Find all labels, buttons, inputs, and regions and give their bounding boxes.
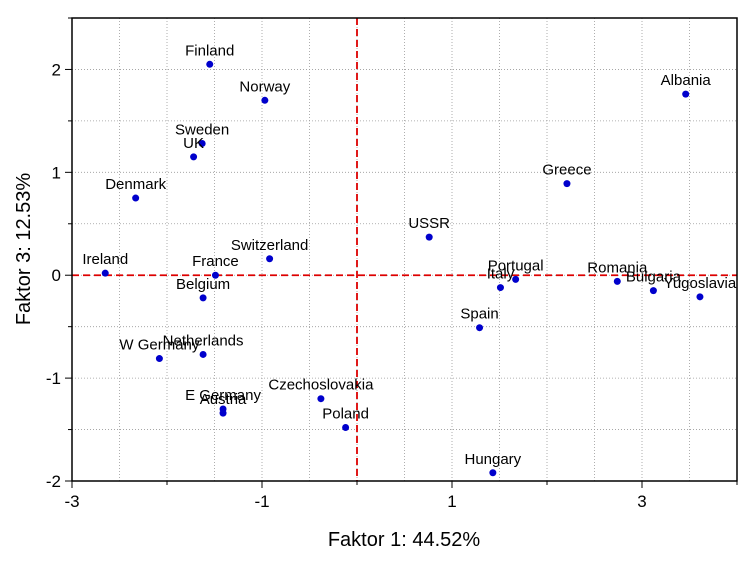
data-point xyxy=(696,293,704,301)
data-point xyxy=(496,284,504,292)
point-label: Austria xyxy=(200,391,247,408)
point-label: Switzerland xyxy=(231,237,309,254)
data-point xyxy=(649,287,657,295)
y-tick-label: -1 xyxy=(46,369,61,388)
reference-lines xyxy=(72,18,737,481)
data-point xyxy=(261,96,269,104)
point-label: E Germany xyxy=(185,387,261,404)
data-point xyxy=(101,269,109,277)
point-label: Greece xyxy=(542,162,591,179)
point-label: Hungary xyxy=(464,451,521,468)
y-tick-label: 0 xyxy=(52,266,61,285)
data-point xyxy=(199,350,207,358)
point-label: Denmark xyxy=(105,176,166,193)
data-point xyxy=(425,233,433,241)
point-label: Albania xyxy=(661,72,712,89)
data-point xyxy=(206,60,214,68)
point-label: Yugoslavia xyxy=(664,275,737,292)
data-point xyxy=(198,140,206,148)
data-point xyxy=(266,255,274,263)
point-label: Spain xyxy=(460,306,498,323)
tick-labels: -3 -1 1 3 -2 -1 0 1 2 xyxy=(46,60,647,511)
plot-frame xyxy=(71,17,738,482)
data-points xyxy=(101,60,704,477)
data-point xyxy=(190,153,198,161)
y-tick-label: 1 xyxy=(52,163,61,182)
x-tick-label: 1 xyxy=(447,492,456,511)
y-tick-label: -2 xyxy=(46,472,61,491)
data-point xyxy=(155,355,163,363)
point-label: UK xyxy=(183,135,204,152)
point-label: W Germany xyxy=(119,337,200,354)
point-label: USSR xyxy=(408,215,450,232)
point-label: France xyxy=(192,253,239,270)
x-tick-label: -1 xyxy=(254,492,269,511)
data-point xyxy=(682,90,690,98)
point-label: Bulgaria xyxy=(626,269,682,286)
data-point xyxy=(563,180,571,188)
axis-ticks xyxy=(65,17,738,488)
point-label: Ireland xyxy=(82,251,128,268)
point-label: Netherlands xyxy=(163,332,244,349)
data-point xyxy=(317,395,325,403)
point-label: Finland xyxy=(185,42,234,59)
x-tick-label: 3 xyxy=(637,492,646,511)
grid-lines xyxy=(72,18,737,481)
data-point xyxy=(512,275,520,283)
point-label: Czechoslovakia xyxy=(268,377,374,394)
data-point xyxy=(132,194,140,202)
data-point xyxy=(211,271,219,279)
y-axis-label: Faktor 3: 12.53% xyxy=(13,173,35,326)
data-point xyxy=(489,469,497,477)
data-point xyxy=(219,409,227,417)
data-point xyxy=(476,324,484,332)
point-label: Norway xyxy=(239,78,290,95)
point-label: Belgium xyxy=(176,276,230,293)
y-tick-label: 2 xyxy=(52,60,61,79)
point-label: Portugal xyxy=(488,257,544,274)
x-tick-label: -3 xyxy=(64,492,79,511)
x-axis-label: Faktor 1: 44.52% xyxy=(328,529,481,551)
point-label: Poland xyxy=(322,405,369,422)
point-label: Romania xyxy=(587,259,648,276)
data-point xyxy=(342,423,350,431)
data-point xyxy=(613,277,621,285)
data-point xyxy=(199,294,207,302)
point-label: Italy xyxy=(487,266,515,283)
point-label: Sweden xyxy=(175,122,229,139)
